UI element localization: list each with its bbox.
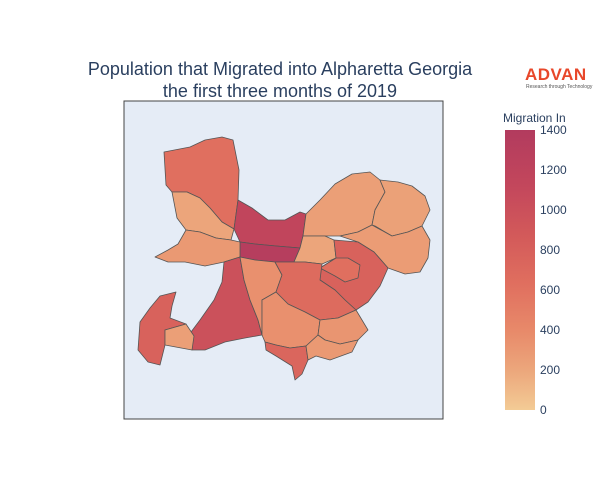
colorbar-tick: 200 xyxy=(540,363,561,377)
colorbar-tick: 600 xyxy=(540,283,561,297)
chart-title: Population that Migrated into Alpharetta… xyxy=(40,58,520,102)
colorbar-tick: 400 xyxy=(540,323,561,337)
advan-logo: ADVAN Research through Technology xyxy=(525,66,597,91)
region-west-thin[interactable] xyxy=(154,229,241,267)
region-south-tail[interactable] xyxy=(264,341,309,381)
colorbar xyxy=(505,130,535,410)
logo-tagline: Research through Technology xyxy=(526,84,593,90)
title-line-1: Population that Migrated into Alpharetta… xyxy=(87,59,473,79)
colorbar-tick: 0 xyxy=(540,403,547,417)
logo-word: ADVAN xyxy=(525,65,587,84)
region-southwest-notch[interactable] xyxy=(164,323,195,351)
colorbar-title: Migration In xyxy=(503,111,566,125)
colorbar-tick: 1200 xyxy=(540,163,567,177)
colorbar-tick: 1000 xyxy=(540,203,567,217)
colorbar-tick: 800 xyxy=(540,243,561,257)
region-northwest-notch[interactable] xyxy=(171,191,235,241)
colorbar-tick: 1400 xyxy=(540,123,567,137)
region-east-inner[interactable] xyxy=(319,257,361,283)
region-south-right[interactable] xyxy=(305,334,359,361)
title-line-2: the first three months of 2019 xyxy=(162,81,398,101)
